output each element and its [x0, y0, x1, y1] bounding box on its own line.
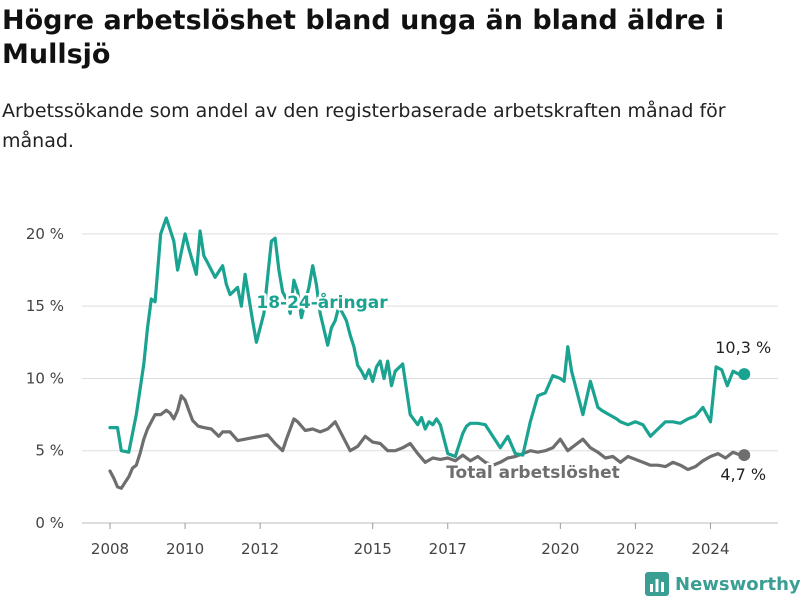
- x-tick-label: 2017: [429, 540, 467, 558]
- y-axis: 0 % 5 % 10 % 15 % 20 %: [26, 225, 64, 532]
- chart-subtitle: Arbetssökande som andel av den registerb…: [2, 100, 726, 152]
- newsworthy-logo: Newsworthy: [645, 570, 800, 598]
- x-tick-label: 2020: [541, 540, 579, 558]
- y-tick-label: 15 %: [26, 297, 64, 315]
- x-axis: 2008 2010 2012 2015 2017 2020 2022 2024: [91, 523, 730, 558]
- end-label-total: 4,7 %: [720, 465, 766, 484]
- brand-name: Newsworthy: [675, 573, 800, 595]
- chart-title: Högre arbetslöshet bland unga än bland ä…: [2, 5, 725, 70]
- y-tick-label: 10 %: [26, 369, 64, 387]
- series-name-young: 18-24-åringar: [256, 291, 388, 313]
- x-tick-label: 2022: [616, 540, 654, 558]
- x-tick-label: 2024: [691, 540, 729, 558]
- series-name-total: Total arbetslöshet: [446, 463, 620, 483]
- series-line-total: [108, 394, 746, 490]
- x-tick-label: 2010: [166, 540, 204, 558]
- series-name-young-halo: 18-24-åringar: [256, 291, 388, 313]
- series-end-point-total: [738, 449, 751, 462]
- x-tick-label: 2015: [354, 540, 392, 558]
- series-line-young: [108, 216, 746, 459]
- series-lines: [108, 216, 751, 490]
- series-end-point-young: [738, 368, 751, 381]
- y-tick-label: 5 %: [35, 442, 64, 460]
- series-name-total-halo: Total arbetslöshet: [446, 463, 620, 483]
- series-labels: 10,3 %4,7 %18-24-åringar18-24-åringarTot…: [254, 289, 771, 486]
- grid-lines: [82, 233, 778, 524]
- y-tick-label: 20 %: [26, 225, 64, 243]
- newsworthy-icon: [645, 572, 669, 596]
- end-label-young: 10,3 %: [715, 338, 771, 357]
- x-tick-label: 2012: [241, 540, 279, 558]
- y-tick-label: 0 %: [35, 514, 64, 532]
- x-tick-label: 2008: [91, 540, 129, 558]
